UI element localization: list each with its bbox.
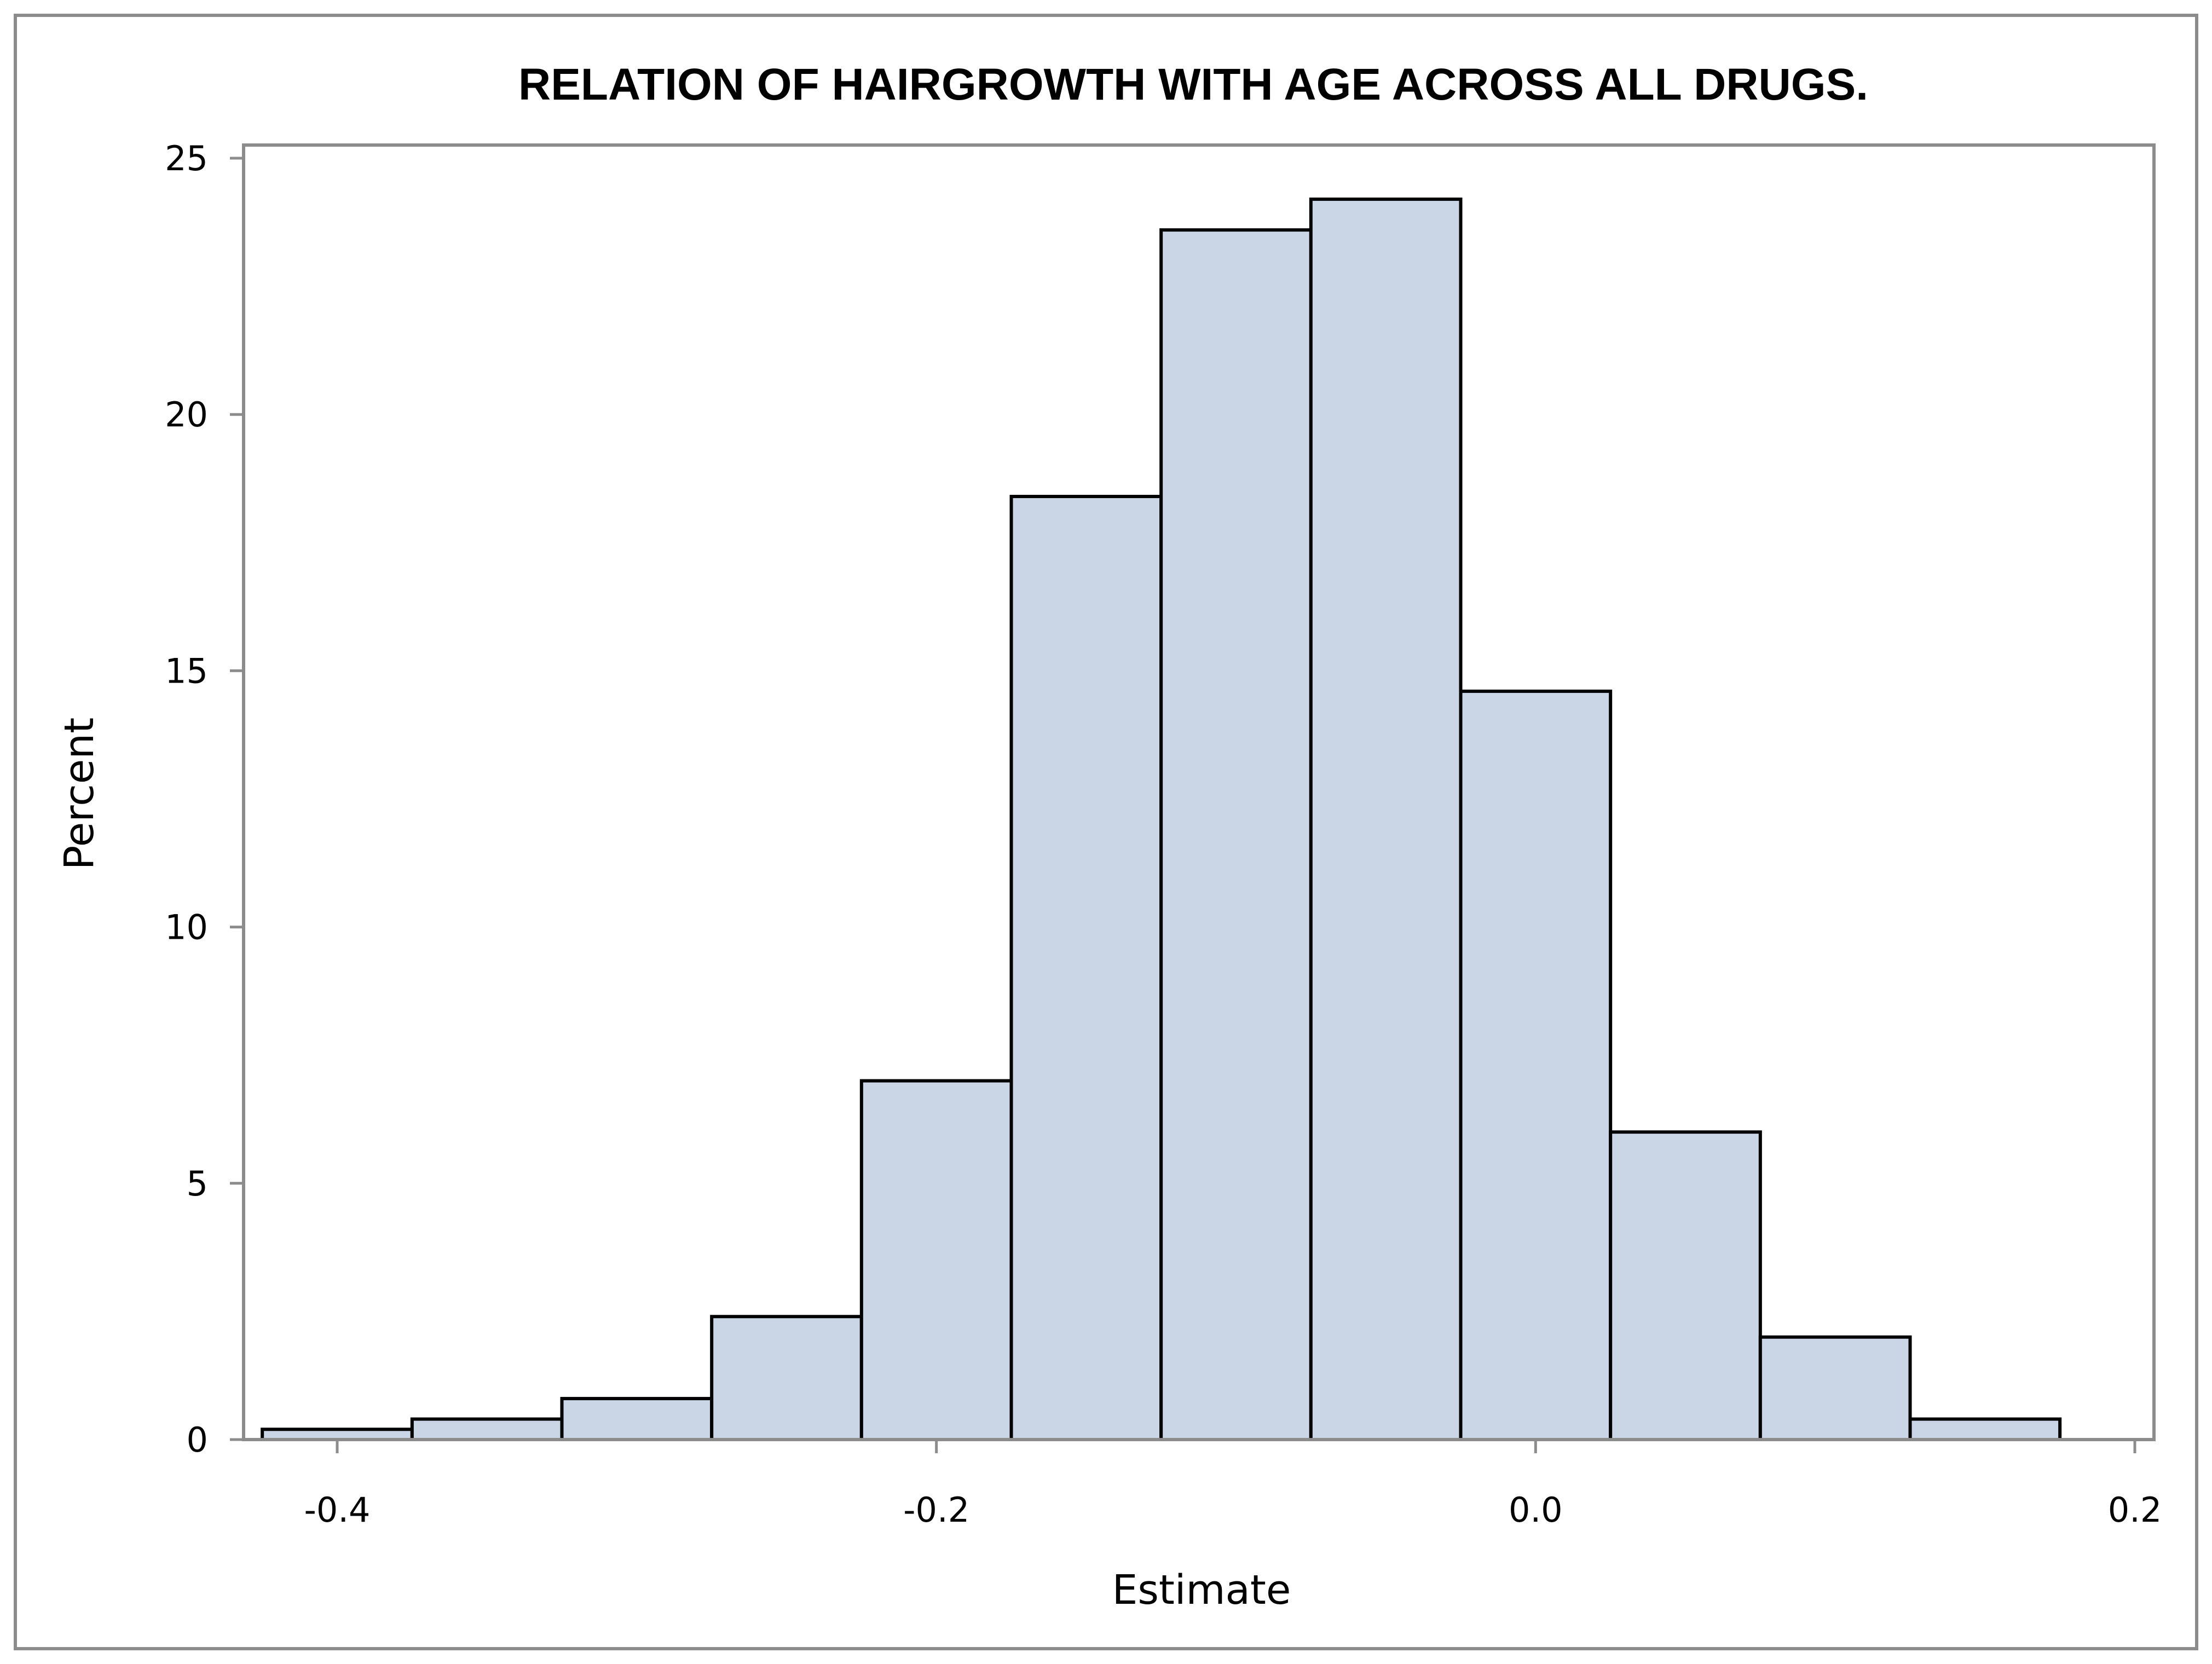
y-tick-label: 20: [165, 395, 208, 435]
x-tick-label: 0.2: [2108, 1490, 2162, 1530]
chart-title: RELATION OF HAIRGROWTH WITH AGE ACROSS A…: [518, 60, 1868, 109]
histogram-bar: [859, 1079, 1013, 1441]
histogram-bar: [1159, 228, 1313, 1442]
x-axis: -0.4 -0.2 0.0 0.2: [304, 1440, 2162, 1530]
x-axis-label: Estimate: [1112, 1567, 1291, 1614]
histogram-bar: [1758, 1335, 1912, 1441]
histogram-bar: [1309, 197, 1463, 1441]
histogram-bar: [560, 1397, 714, 1441]
y-axis-label: Percent: [56, 718, 103, 870]
histogram-bar: [1609, 1130, 1762, 1441]
y-tick-label: 5: [187, 1164, 208, 1204]
bars-group: [261, 197, 2062, 1442]
y-axis: 0 5 10 15 20 25: [165, 138, 244, 1460]
y-tick-label: 25: [165, 138, 208, 178]
histogram-bar: [1009, 495, 1163, 1441]
histogram-bar: [1908, 1417, 2062, 1441]
histogram-bar: [410, 1417, 564, 1441]
histogram-bar: [1459, 689, 1613, 1441]
y-tick-label: 10: [165, 908, 208, 947]
x-tick-label: -0.4: [304, 1490, 371, 1530]
y-tick-label: 0: [187, 1420, 208, 1460]
x-tick-label: -0.2: [903, 1490, 969, 1530]
plot-area-frame: [242, 143, 2156, 1441]
y-tick-label: 15: [165, 651, 208, 691]
x-tick-label: 0.0: [1509, 1490, 1563, 1530]
outer-frame: [14, 14, 2198, 1650]
histogram-bar: [710, 1315, 863, 1441]
